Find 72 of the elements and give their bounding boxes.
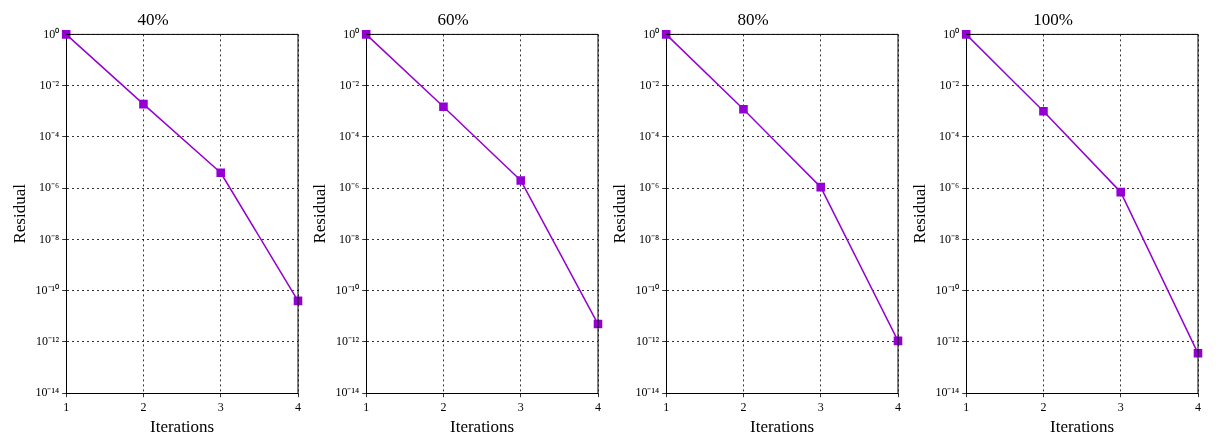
y-tick-label: 10⁻⁸ bbox=[638, 231, 660, 246]
point bbox=[661, 30, 671, 39]
y-tick-label: 10⁰ bbox=[343, 26, 360, 41]
x-tick-label: 4 bbox=[595, 399, 601, 414]
x-tick-label: 4 bbox=[895, 399, 901, 414]
y-tick-label: 10⁻¹⁰ bbox=[335, 282, 360, 297]
y-tick-label: 10⁻⁶ bbox=[638, 180, 660, 195]
x-tick-label: 1 bbox=[963, 399, 970, 414]
y-tick-label: 10⁻⁴ bbox=[338, 129, 360, 144]
y-tick-label: 10⁻⁸ bbox=[38, 231, 60, 246]
point bbox=[516, 176, 526, 185]
y-tick-label: 10⁻⁴ bbox=[938, 129, 960, 144]
point bbox=[361, 30, 371, 39]
y-tick-label: 10⁻² bbox=[939, 77, 960, 92]
point bbox=[216, 168, 226, 178]
point bbox=[139, 99, 148, 109]
y-tick-label: 10⁻² bbox=[39, 77, 60, 92]
y-tick-label: 10⁻⁶ bbox=[938, 180, 960, 195]
point bbox=[439, 102, 448, 112]
y-tick-label: 10⁻¹² bbox=[635, 334, 660, 349]
chart-title: 40% bbox=[137, 9, 169, 29]
x-tick-label: 4 bbox=[1195, 399, 1201, 414]
y-tick-label: 10⁻⁴ bbox=[638, 129, 660, 144]
y-tick-label: 10⁻⁸ bbox=[338, 231, 360, 246]
y-tick-label: 10⁻¹⁴ bbox=[635, 385, 660, 400]
y-tick-label: 10⁻⁶ bbox=[38, 180, 60, 195]
y-tick-label: 10⁻² bbox=[339, 77, 360, 92]
x-tick-label: 2 bbox=[140, 399, 147, 414]
x-tick-label: 2 bbox=[1040, 399, 1047, 414]
y-tick-label: 10⁰ bbox=[43, 26, 60, 41]
x-tick-label: 1 bbox=[363, 399, 370, 414]
x-tick-label: 4 bbox=[295, 399, 301, 414]
chart-title: 80% bbox=[737, 9, 769, 29]
x-axis-title: Iterations bbox=[149, 417, 215, 437]
y-axis-title: Residual bbox=[909, 183, 929, 244]
x-tick-label: 3 bbox=[817, 399, 824, 414]
x-tick-label: 2 bbox=[740, 399, 747, 414]
x-axis-title: Iterations bbox=[749, 417, 815, 437]
point bbox=[816, 182, 826, 192]
y-axis-title: Residual bbox=[309, 183, 329, 244]
y-tick-label: 10⁰ bbox=[943, 26, 960, 41]
chart-title: 60% bbox=[437, 9, 469, 29]
y-tick-label: 10⁰ bbox=[643, 26, 660, 41]
y-tick-label: 10⁻¹⁰ bbox=[35, 282, 60, 297]
y-tick-label: 10⁻¹⁴ bbox=[35, 385, 60, 400]
x-tick-label: 3 bbox=[1117, 399, 1124, 414]
x-tick-label: 1 bbox=[663, 399, 670, 414]
x-tick-label: 3 bbox=[217, 399, 224, 414]
y-tick-label: 10⁻⁴ bbox=[38, 129, 60, 144]
y-tick-label: 10⁻¹² bbox=[35, 334, 60, 349]
y-tick-label: 10⁻¹⁰ bbox=[935, 282, 960, 297]
y-axis-title: Residual bbox=[9, 183, 29, 244]
x-tick-label: 2 bbox=[440, 399, 447, 414]
y-axis-title: Residual bbox=[609, 183, 629, 244]
chart-title: 100% bbox=[1033, 9, 1073, 29]
y-tick-label: 10⁻² bbox=[639, 77, 660, 92]
x-axis-title: Iterations bbox=[1049, 417, 1115, 437]
point bbox=[61, 30, 71, 39]
y-tick-label: 10⁻¹⁴ bbox=[935, 385, 960, 400]
point bbox=[739, 104, 748, 114]
point bbox=[961, 30, 971, 39]
x-tick-label: 3 bbox=[517, 399, 524, 414]
y-tick-label: 10⁻¹⁰ bbox=[635, 282, 660, 297]
x-axis-title: Iterations bbox=[449, 417, 515, 437]
y-tick-label: 10⁻¹⁴ bbox=[335, 385, 360, 400]
y-tick-label: 10⁻⁶ bbox=[338, 180, 360, 195]
point bbox=[1039, 107, 1048, 116]
point bbox=[1116, 187, 1126, 197]
y-tick-label: 10⁻¹² bbox=[935, 334, 960, 349]
y-tick-label: 10⁻¹² bbox=[335, 334, 360, 349]
x-tick-label: 1 bbox=[63, 399, 70, 414]
y-tick-label: 10⁻⁸ bbox=[938, 231, 960, 246]
